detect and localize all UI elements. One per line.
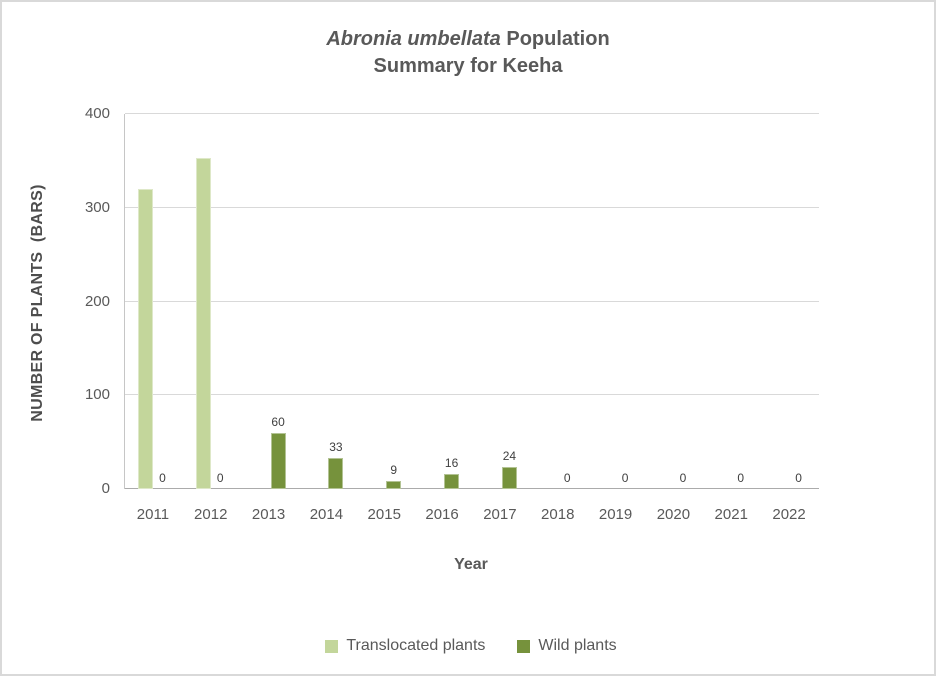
legend-swatch-icon-wild-plants (517, 639, 531, 653)
y-tick-label-400: 400 (84, 105, 110, 122)
bar-wild-plants-2017 (501, 466, 517, 489)
bar-wild-plants-2016 (444, 474, 460, 489)
y-tick-label-300: 300 (84, 198, 110, 216)
legend-item-wild-plants: Wild plants (517, 636, 617, 656)
data-label-wild-plants-2017: 24 (502, 448, 517, 463)
bar-wild-plants-2015 (386, 480, 402, 489)
data-label-wild-plants-2016: 16 (444, 456, 459, 470)
data-label-wild-plants-2022: 0 (795, 471, 802, 485)
legend-item-translocated-plants: Translocated plants (325, 636, 485, 656)
chart-title-line1: Abronia umbellata Population (2, 26, 934, 53)
chart-title: Abronia umbellata Population Summary for… (2, 26, 934, 80)
x-tick-label-2012: 2012 (194, 506, 228, 523)
y-axis-title: NUMBER OF PLANTS (BARS) (29, 184, 46, 422)
bar-wild-plants-2013 (270, 432, 286, 489)
x-tick-label-2018: 2018 (541, 506, 575, 523)
y-tick-label-200: 200 (84, 292, 110, 310)
y-tick-label-0: 0 (101, 480, 110, 497)
x-tick-label-2020: 2020 (656, 506, 691, 523)
legend-label-wild-plants: Wild plants (538, 637, 617, 654)
x-tick-label-2021: 2021 (714, 506, 748, 523)
data-label-wild-plants-2019: 0 (621, 471, 629, 485)
x-tick-label-2013: 2013 (251, 506, 286, 523)
bar-translocated-plants-2012 (195, 158, 211, 489)
data-label-wild-plants-2020: 0 (679, 471, 687, 485)
data-label-wild-plants-2011: 0 (159, 471, 166, 485)
data-label-wild-plants-2018: 0 (563, 471, 571, 485)
y-tick-label-100: 100 (84, 386, 110, 404)
chart-title-species: Abronia umbellata (326, 28, 501, 50)
legend: Translocated plants Wild plants (124, 636, 818, 656)
bar-translocated-plants-2011 (137, 189, 153, 489)
x-tick-label-2015: 2015 (367, 506, 401, 523)
legend-label-translocated-plants: Translocated plants (346, 637, 486, 654)
x-tick-label-2016: 2016 (425, 506, 459, 523)
x-tick-label-2017: 2017 (483, 506, 517, 523)
gridline-y-200 (125, 300, 819, 302)
bar-wild-plants-2014 (328, 458, 344, 489)
data-label-wild-plants-2015: 9 (390, 462, 398, 477)
chart-title-line2: Summary for Keeha (373, 55, 563, 77)
gridline-y-300 (125, 206, 819, 208)
x-axis-title: Year (454, 556, 488, 573)
data-label-wild-plants-2014: 33 (329, 440, 343, 455)
x-tick-label-2019: 2019 (598, 506, 633, 523)
x-tick-label-2014: 2014 (309, 506, 344, 523)
x-tick-label-2011: 2011 (136, 506, 170, 523)
gridline-y-400 (125, 113, 819, 114)
gridline-y-100 (125, 394, 819, 396)
data-label-wild-plants-2021: 0 (737, 471, 745, 485)
data-label-wild-plants-2013: 60 (271, 414, 285, 429)
legend-swatch-icon-translocated-plants (325, 639, 339, 653)
plot-area: 0 0 60 33 9 16 24 0 0 0 0 0 (124, 113, 819, 489)
x-tick-label-2022: 2022 (772, 506, 806, 523)
data-label-wild-plants-2012: 0 (216, 471, 224, 485)
x-axis-line (125, 488, 819, 489)
chart-title-line1-rest: Population (500, 28, 610, 50)
